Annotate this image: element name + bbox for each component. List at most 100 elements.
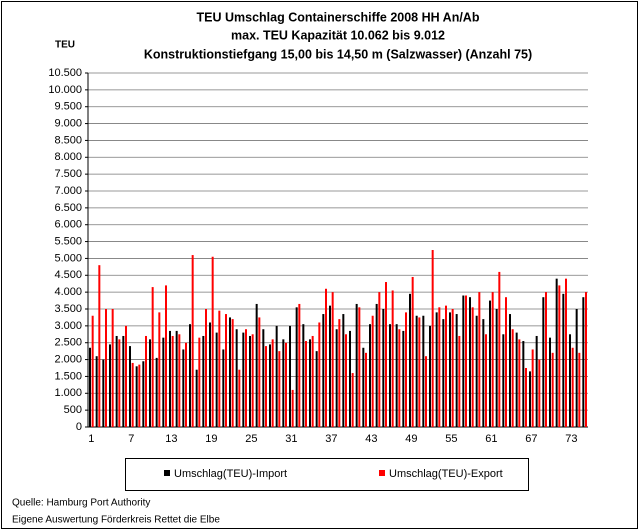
bar — [429, 325, 431, 427]
bar — [478, 292, 481, 427]
bar — [195, 369, 198, 427]
bar — [358, 307, 361, 427]
bar — [518, 339, 521, 427]
bar — [122, 335, 125, 427]
bar — [575, 309, 578, 427]
y-tick-label: 2.500 — [54, 337, 82, 349]
bar — [215, 332, 218, 427]
bar — [335, 329, 338, 427]
y-tick-label: 10.500 — [48, 67, 82, 79]
bar — [522, 341, 525, 427]
bar — [149, 339, 151, 427]
bar — [515, 332, 518, 427]
bar — [265, 346, 267, 427]
bar — [471, 307, 474, 427]
y-tick-label: 6.000 — [54, 219, 82, 231]
bar — [535, 335, 538, 427]
bar — [329, 305, 331, 427]
bar — [578, 352, 581, 427]
bar — [369, 324, 371, 427]
y-axis-label: TEU — [55, 40, 75, 51]
bar — [309, 339, 311, 427]
bar — [231, 319, 234, 427]
bar — [465, 295, 467, 427]
bar — [282, 339, 285, 427]
y-tick-label: 9.000 — [54, 117, 82, 129]
bar — [505, 297, 507, 427]
y-tick-label: 2.000 — [54, 353, 82, 365]
bar — [475, 315, 478, 427]
bar — [545, 292, 547, 427]
bar — [191, 255, 194, 427]
y-tick-label: 6.500 — [54, 202, 82, 214]
legend-label: Umschlag(TEU)-Import — [174, 468, 287, 480]
legend — [125, 458, 529, 491]
bar — [549, 337, 551, 427]
x-tick-label: 67 — [525, 433, 537, 445]
bar — [171, 335, 174, 427]
x-tick-label: 55 — [445, 433, 457, 445]
bar — [398, 329, 401, 427]
bar — [291, 389, 294, 427]
bar — [278, 351, 281, 427]
y-tick-label: 3.000 — [54, 320, 82, 332]
chart-subtitle: Konstruktionstiefgang 15,00 bis 14,50 m … — [144, 47, 532, 61]
x-tick-label: 1 — [88, 433, 94, 445]
bar — [302, 324, 305, 427]
bar — [151, 287, 154, 427]
bar — [189, 324, 191, 427]
y-tick-label: 8.000 — [54, 151, 82, 163]
bar — [198, 337, 201, 427]
x-tick-label: 25 — [245, 433, 257, 445]
bar — [98, 265, 101, 427]
bar — [235, 329, 238, 427]
bar — [495, 309, 498, 427]
bar — [538, 359, 541, 427]
bar — [418, 317, 421, 427]
bar — [238, 369, 241, 427]
y-tick-label: 1.000 — [54, 387, 82, 399]
bar — [449, 312, 451, 427]
source-note: Quelle: Hamburg Port Authority — [12, 498, 150, 509]
y-tick-label: 500 — [64, 404, 82, 416]
bar — [482, 319, 485, 427]
bar — [145, 335, 147, 427]
bar — [405, 312, 407, 427]
bar — [158, 312, 161, 427]
bar — [525, 368, 527, 427]
y-tick-label: 10.000 — [48, 84, 82, 96]
bar — [469, 297, 471, 427]
bar — [455, 314, 458, 427]
bar — [395, 324, 398, 427]
bar — [569, 334, 571, 427]
bar — [209, 322, 211, 427]
bar — [431, 250, 434, 427]
bar — [555, 278, 558, 427]
bar — [135, 366, 138, 427]
bar — [245, 329, 247, 427]
bar — [229, 317, 231, 427]
bar — [222, 349, 225, 427]
bar — [389, 324, 391, 427]
bar — [311, 335, 314, 427]
chart-title: TEU Umschlag Containerschiffe 2008 HH An… — [197, 10, 480, 24]
bar — [325, 288, 327, 427]
bar — [205, 309, 207, 427]
bar — [485, 334, 487, 427]
bar — [438, 307, 441, 427]
bar — [178, 334, 181, 427]
bar — [351, 373, 354, 427]
bar — [571, 347, 574, 427]
x-tick-label: 49 — [405, 433, 417, 445]
bar — [362, 347, 365, 427]
bar — [118, 339, 121, 427]
bar — [382, 309, 385, 427]
bar — [451, 309, 454, 427]
bar — [445, 305, 447, 427]
bar — [175, 330, 178, 427]
bar — [305, 341, 307, 427]
bar — [411, 276, 414, 427]
chart-subtitle: max. TEU Kapazität 10.062 bis 9.012 — [231, 28, 445, 42]
bar — [442, 319, 445, 427]
